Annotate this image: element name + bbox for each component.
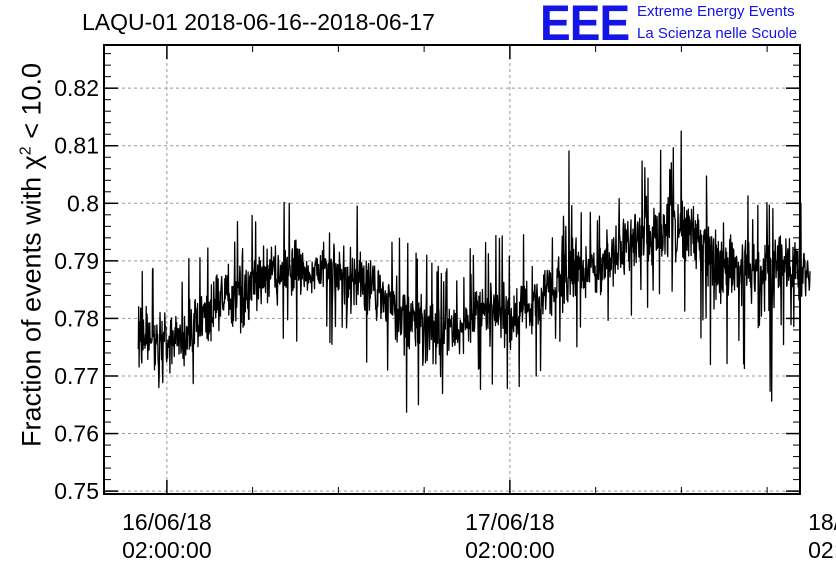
y-tick-label: 0.8 bbox=[67, 190, 99, 216]
logo-subtitle-line1: Extreme Energy Events bbox=[637, 3, 795, 20]
y-tick-label: 0.78 bbox=[54, 305, 99, 331]
x-tick-labels: 16/06/1802:00:0017/06/1802:00:0018/06/18… bbox=[122, 509, 836, 563]
y-axis-title: Fraction of events with χ2 < 10.0 bbox=[17, 63, 48, 447]
chi-exponent: 2 bbox=[17, 146, 35, 156]
x-tick-label-time: 02:00:00 bbox=[465, 537, 555, 563]
chi-symbol: χ bbox=[16, 155, 47, 170]
logo-subtitle-line2: La Scienza nelle Scuole bbox=[637, 25, 798, 42]
y-tick-label: 0.79 bbox=[54, 248, 99, 274]
y-axis-title-suffix: < 10.0 bbox=[16, 62, 47, 147]
y-tick-label: 0.77 bbox=[54, 363, 99, 389]
y-tick-label: 0.76 bbox=[54, 421, 99, 447]
x-tick-label-time: 02:00:00 bbox=[122, 537, 212, 563]
data-series-line bbox=[137, 130, 811, 413]
y-tick-label: 0.75 bbox=[54, 478, 99, 504]
x-tick-label-date: 17/06/18 bbox=[465, 509, 555, 535]
x-tick-label-time: 02:00:00 bbox=[808, 537, 836, 563]
series-trace bbox=[137, 130, 811, 413]
axis-ticks bbox=[104, 45, 800, 494]
chart-title: LAQU-01 2018-06-16--2018-06-17 bbox=[82, 9, 435, 35]
eee-logo: EEE bbox=[540, 0, 630, 51]
y-axis-title-prefix: Fraction of events with bbox=[16, 169, 47, 448]
y-tick-labels: 0.75 0.76 0.77 0.78 0.79 0.8 0.81 0.82 bbox=[54, 75, 99, 504]
y-tick-label: 0.82 bbox=[54, 75, 99, 101]
plot-frame bbox=[103, 44, 801, 495]
x-tick-label-date: 18/06/18 bbox=[808, 509, 836, 535]
y-tick-label: 0.81 bbox=[54, 133, 99, 159]
x-tick-label-date: 16/06/18 bbox=[122, 509, 212, 535]
